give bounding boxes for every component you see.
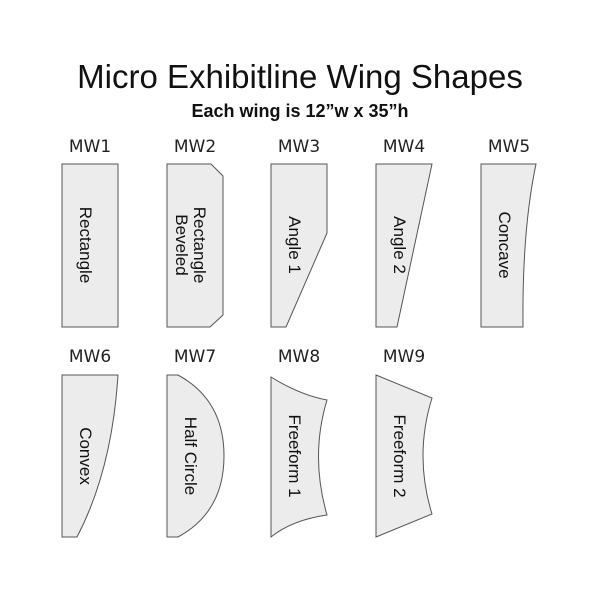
wing-mw5: MW5 Concave <box>480 137 537 328</box>
wing-mw4: MW4 Angle 2 <box>375 137 433 328</box>
wing-shape <box>166 374 225 538</box>
wing-code-label: MW2 <box>174 137 216 157</box>
wing-shape-name-line: Angle 2 <box>390 216 409 274</box>
wing-shape-name-line: Convex <box>76 427 95 485</box>
wing-shape-name-line: Concave <box>495 211 514 278</box>
wing-shape-name: Convex <box>76 427 95 485</box>
wing-mw6: MW6 Convex <box>61 347 119 538</box>
wing-mw9: MW9 Freeform 2 <box>375 347 433 538</box>
diagram-title: Micro Exhibitline Wing Shapes <box>77 58 523 95</box>
wing-code-label: MW9 <box>383 347 425 367</box>
wing-mw2: MW2 BeveledRectangle <box>166 137 224 328</box>
wing-shape-name-line: Half Circle <box>181 417 200 495</box>
wing-shape-name: Concave <box>495 211 514 278</box>
wing-shape <box>270 163 328 328</box>
wing-shape <box>375 374 433 538</box>
wing-shape-name-line: Freeform 2 <box>390 414 409 497</box>
wing-shape <box>375 163 433 328</box>
wing-code-label: MW7 <box>174 347 216 367</box>
wing-code-label: MW5 <box>488 137 530 157</box>
wing-shape-name: Half Circle <box>181 417 200 495</box>
wing-shape <box>270 376 328 539</box>
wing-code-label: MW8 <box>278 347 320 367</box>
wing-mw7: MW7 Half Circle <box>166 347 225 538</box>
wing-code-label: MW1 <box>69 137 111 157</box>
wing-shape-name-line: Beveled <box>172 214 191 275</box>
wing-shape-name-line: Freeform 1 <box>285 414 304 497</box>
wing-code-label: MW4 <box>383 137 425 157</box>
wing-mw1: MW1 Rectangle <box>61 137 119 328</box>
wing-code-label: MW6 <box>69 347 111 367</box>
wing-shape-name: Rectangle <box>76 207 95 284</box>
wing-shape <box>166 163 224 328</box>
wing-mw8: MW8 Freeform 1 <box>270 347 328 539</box>
wing-mw3: MW3 Angle 1 <box>270 137 328 328</box>
wing-shape <box>61 163 119 328</box>
wing-shape <box>480 163 537 328</box>
wing-shape-name: Angle 2 <box>390 216 409 274</box>
wing-shape-name-line: Rectangle <box>76 207 95 284</box>
wing-shape-name: Freeform 1 <box>285 414 304 497</box>
diagram-subtitle: Each wing is 12”w x 35”h <box>191 101 409 121</box>
wing-shape-name-line: Angle 1 <box>285 216 304 274</box>
wing-shape-name-line: Rectangle <box>190 207 209 284</box>
wing-shape <box>61 374 119 538</box>
wing-shape-name: Angle 1 <box>285 216 304 274</box>
wing-code-label: MW3 <box>278 137 320 157</box>
wing-shape-name: BeveledRectangle <box>172 207 209 284</box>
wing-shape-name: Freeform 2 <box>390 414 409 497</box>
